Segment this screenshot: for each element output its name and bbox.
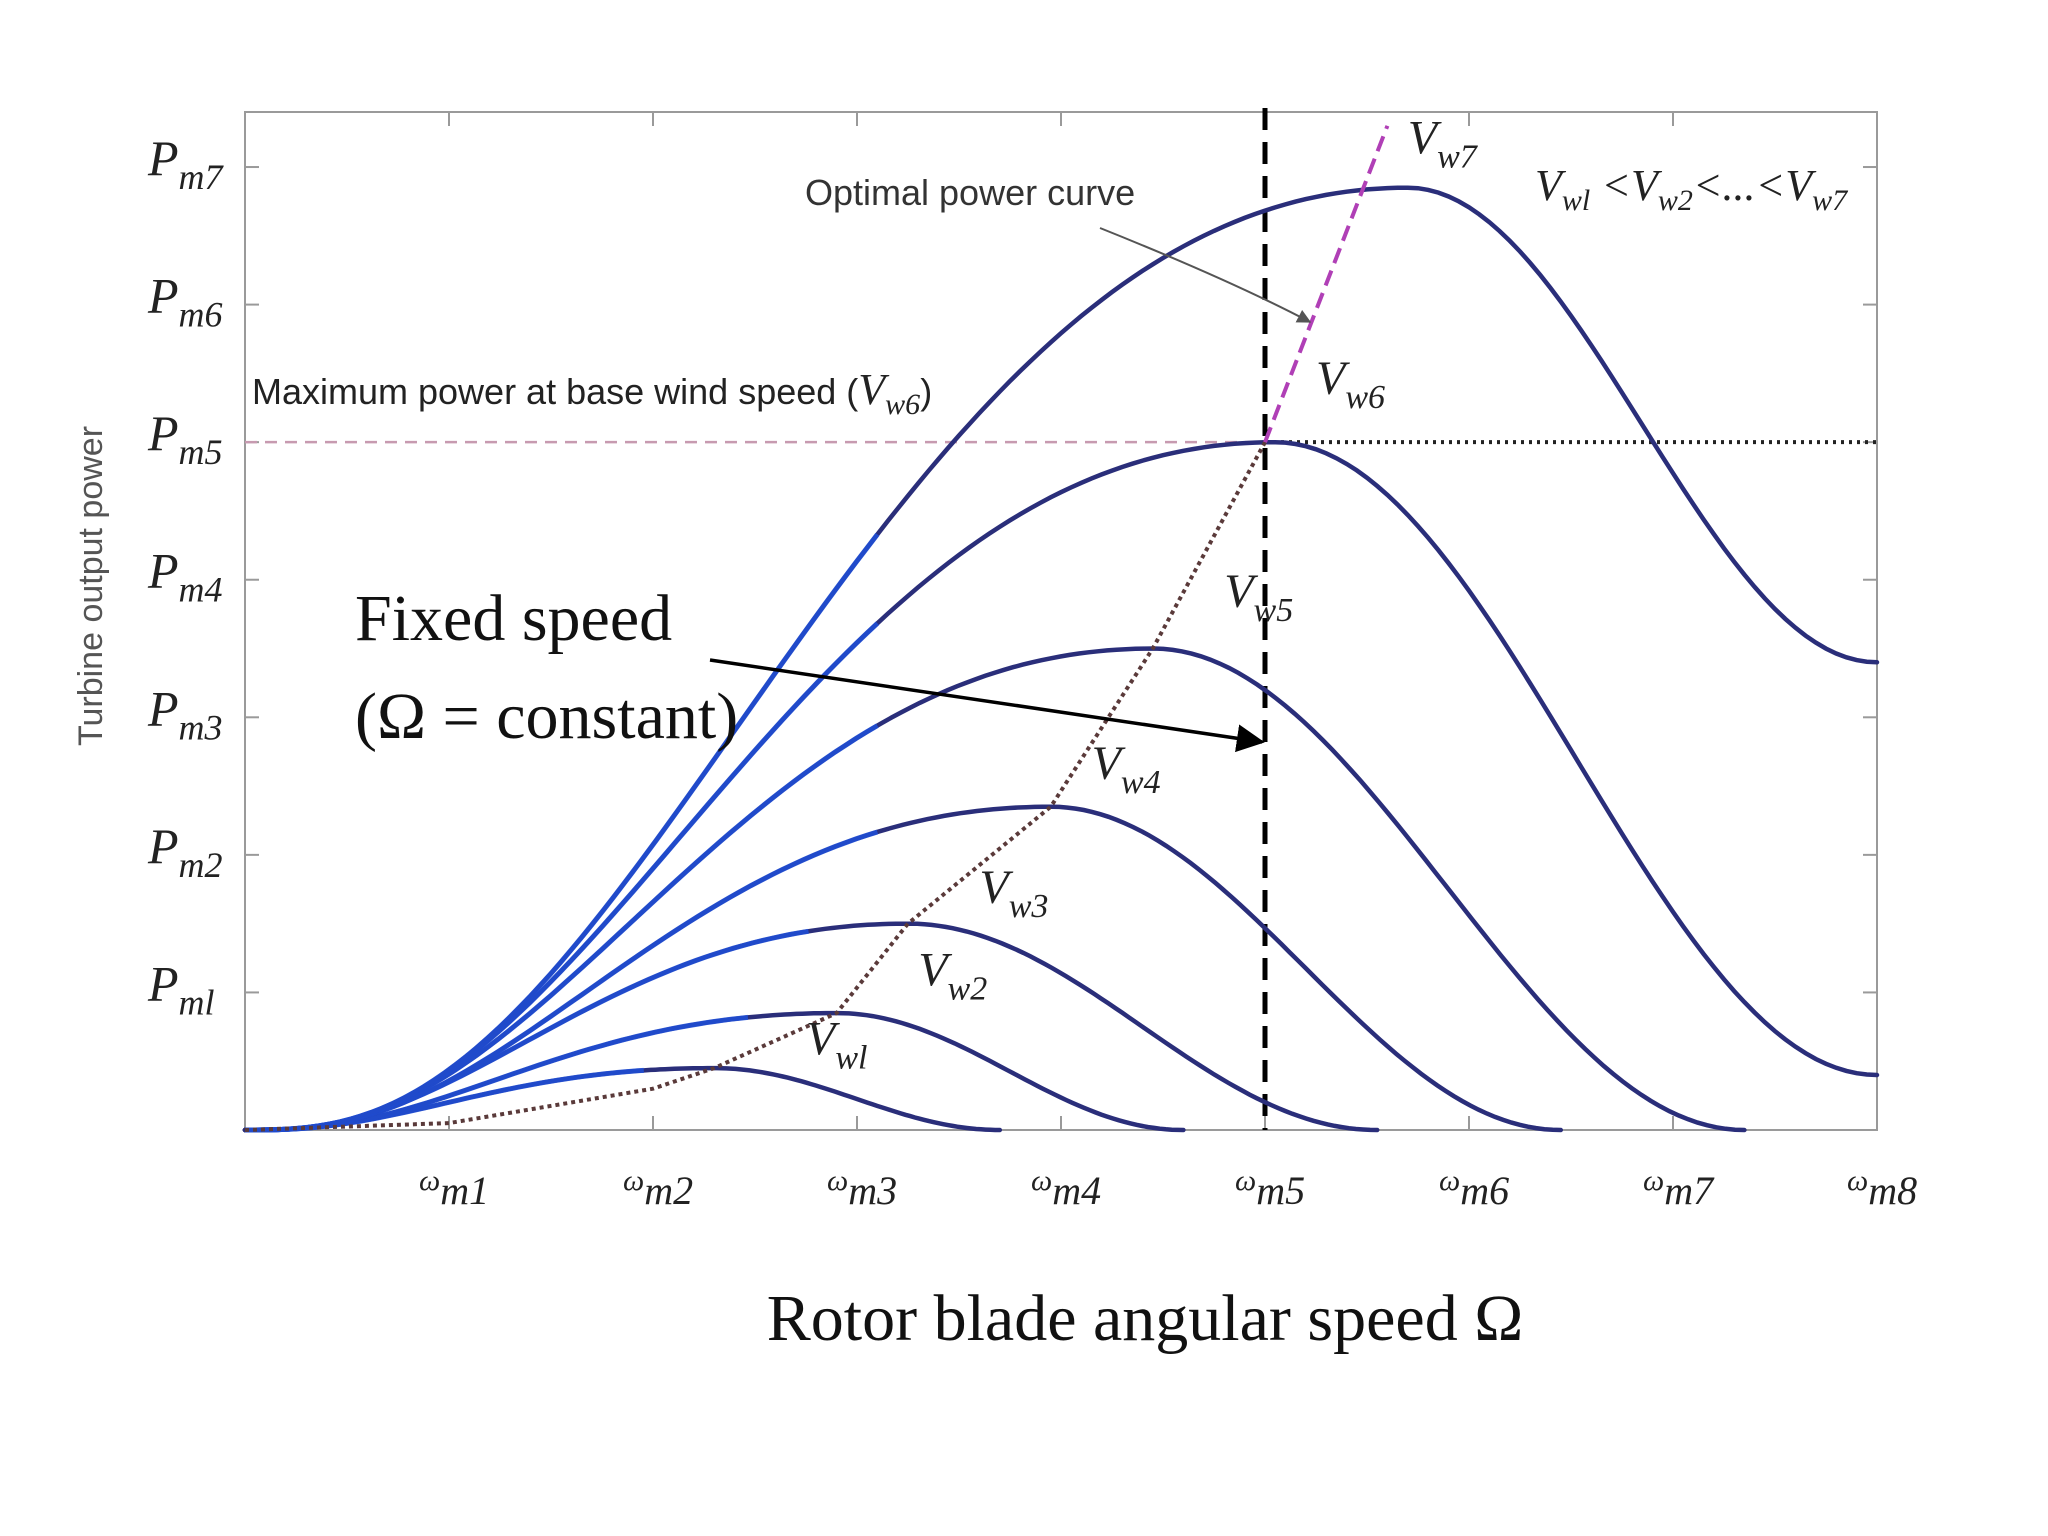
max-power-label: Maximum power at base wind speed (Vw6)	[252, 365, 932, 421]
series-label-7: Vw7	[1408, 111, 1479, 175]
series-label-5: Vw5	[1224, 565, 1293, 629]
power-curve-rise-5	[245, 723, 879, 1133]
y-tick-label: Pm2	[147, 818, 223, 885]
x-tick-label: ωm5	[1235, 1164, 1305, 1213]
wind-speed-inequality: Vwl <Vw2<...<Vw7	[1535, 161, 1849, 217]
power-curve-rise-7	[245, 532, 880, 1133]
series-labels: Vwl Vw2 Vw3 Vw4 Vw5 Vw6 Vw7	[806, 111, 1479, 1076]
axis-ticks: ωm1 ωm2 ωm3 ωm4 ωm5 ωm6 ωm7 ωm8 Pml Pm2 Pm3 Pm4 Pm5 P…	[147, 112, 1917, 1213]
x-tick-label: ωm2	[623, 1164, 693, 1213]
optimal-curve-label: Optimal power curve	[805, 172, 1135, 213]
y-axis-label: Turbine output power	[72, 426, 110, 746]
x-axis-label: Rotor blade angular speed Ω	[767, 1282, 1524, 1355]
fixed-speed-arrow	[709, 658, 1265, 753]
series-label-6: Vw6	[1316, 352, 1385, 416]
series-label-4: Vw4	[1092, 737, 1161, 801]
x-tick-label: ωm6	[1439, 1164, 1509, 1213]
x-tick-label: ωm8	[1847, 1164, 1917, 1213]
y-tick-label: Pm6	[147, 268, 223, 335]
series-label-2: Vw2	[918, 944, 987, 1008]
series-label-3: Vw3	[979, 861, 1048, 925]
optimal-curve-upper	[1263, 125, 1390, 443]
x-tick-label: ωm4	[1031, 1164, 1101, 1213]
optimal-power-curve	[244, 125, 1390, 1132]
wind-speed-curves	[242, 185, 1880, 1133]
y-tick-label: Pm4	[147, 543, 223, 610]
power-curve-rise-4	[245, 829, 879, 1133]
fixed-speed-condition: (Ω = constant)	[355, 680, 738, 753]
series-label-1: Vwl	[806, 1012, 867, 1076]
x-tick-label: ωm1	[419, 1164, 489, 1213]
guide-lines	[245, 108, 1877, 1130]
optimal-curve-pointer	[1099, 227, 1312, 323]
optimal-curve-lower	[244, 441, 1267, 1132]
fixed-speed-label: Fixed speed	[355, 582, 672, 655]
x-tick-label: ωm7	[1643, 1164, 1715, 1213]
power-curve-6	[242, 439, 1880, 1133]
x-tick-label: ωm3	[827, 1164, 897, 1213]
y-tick-label: Pm7	[147, 130, 225, 197]
y-tick-label: Pml	[147, 955, 215, 1022]
y-tick-label: Pm3	[147, 680, 223, 747]
y-tick-label: Pm5	[147, 405, 223, 472]
power-curve-7	[242, 185, 1880, 1133]
